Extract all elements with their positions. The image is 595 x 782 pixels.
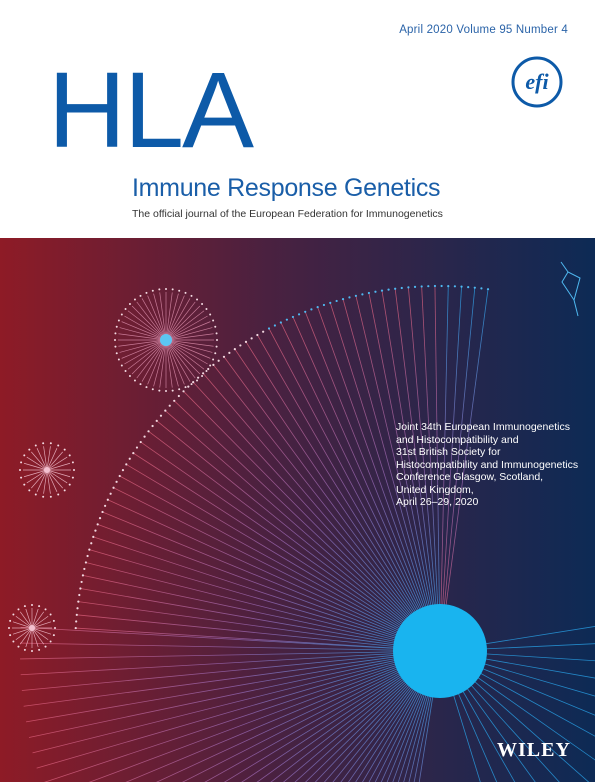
issue-info: April 2020 Volume 95 Number 4 (399, 24, 568, 36)
journal-subtitle: Immune Response Genetics (132, 174, 440, 203)
conference-line: April 26–29, 2020 (396, 496, 578, 509)
efi-logo: efi (510, 55, 564, 109)
cover-background (0, 238, 595, 782)
journal-tagline: The official journal of the European Fed… (132, 208, 443, 220)
conference-line: Conference Glasgow, Scotland, (396, 471, 578, 484)
publisher-logo: WILEY (497, 739, 571, 762)
journal-title: HLA (48, 56, 252, 164)
central-node (393, 604, 487, 698)
conference-line: 31st British Society for (396, 446, 578, 459)
masthead: April 2020 Volume 95 Number 4 efi HLA Im… (0, 0, 595, 238)
conference-line: Joint 34th European Immunogenetics (396, 421, 578, 434)
conference-line: United Kingdom, (396, 484, 578, 497)
conference-line: and Histocompatibility and (396, 434, 578, 447)
logo-text: efi (525, 69, 549, 94)
cover-artwork (0, 238, 595, 782)
conference-info: Joint 34th European Immunogenetics and H… (396, 421, 578, 509)
conference-line: Histocompatibility and Immunogenetics (396, 459, 578, 472)
